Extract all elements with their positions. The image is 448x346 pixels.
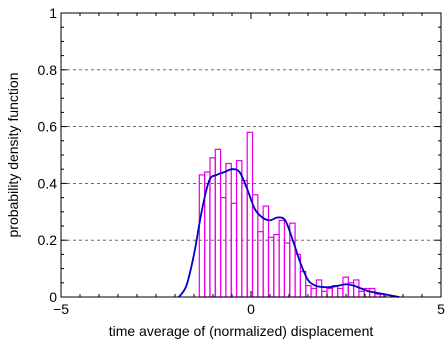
histogram-bar — [321, 290, 328, 298]
x-tick-label: 5 — [437, 301, 445, 317]
y-tick-label: 0.6 — [38, 119, 58, 135]
y-axis-label: probability density function — [5, 73, 21, 238]
histogram-bar — [235, 160, 243, 298]
histogram-bar — [315, 279, 323, 298]
histogram-bar — [278, 219, 286, 298]
grid-lines — [61, 69, 441, 241]
histogram-bars — [198, 131, 387, 298]
histogram-bar — [214, 148, 222, 298]
tick-labels: −5 0 500.20.40.60.81 — [38, 5, 446, 317]
y-tick-label: 0 — [49, 289, 57, 305]
x-tick-label: 0 — [247, 301, 255, 317]
density-curve — [178, 168, 400, 298]
histogram-bar — [358, 290, 365, 298]
histogram-bar — [246, 131, 254, 298]
histogram-bar — [267, 236, 275, 298]
histogram-bar — [241, 179, 248, 298]
y-tick-label: 0.4 — [38, 175, 58, 191]
y-tick-label: 1 — [49, 5, 57, 21]
histogram-bar — [326, 287, 333, 298]
histogram-bar — [283, 242, 291, 298]
histogram-bar — [220, 197, 227, 298]
histogram-bar — [310, 287, 317, 298]
y-tick-label: 0.8 — [38, 62, 58, 78]
x-axis-label: time average of (normalized) displacemen… — [109, 323, 374, 339]
histogram-bar — [337, 287, 344, 298]
axis-ticks — [60, 12, 442, 298]
plot-frame — [60, 12, 442, 298]
x-tick-label: −5 — [53, 301, 69, 317]
histogram-bar — [257, 231, 264, 298]
histogram-bar — [353, 279, 360, 298]
histogram-bar — [198, 174, 206, 298]
y-tick-label: 0.2 — [38, 232, 58, 248]
histogram-bar — [230, 202, 238, 298]
histogram-bar — [273, 233, 280, 298]
